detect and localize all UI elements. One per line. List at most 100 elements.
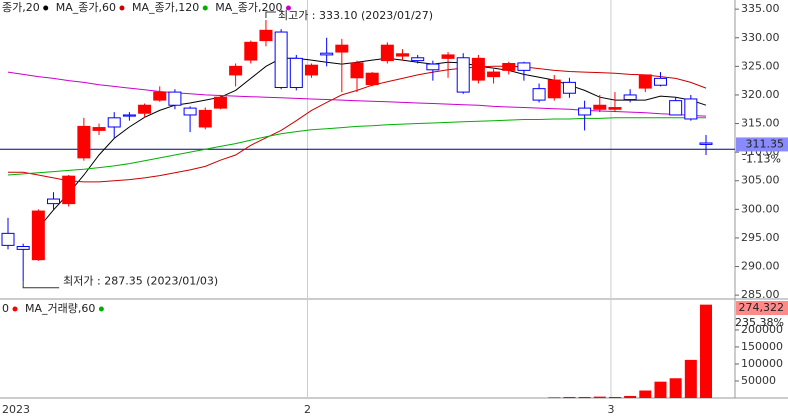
y-tick-label: 320.00 <box>741 88 780 101</box>
candle-body <box>380 44 394 62</box>
candle-body <box>653 77 667 86</box>
candle-body <box>365 72 379 86</box>
candle-body <box>684 98 698 120</box>
last-price-badge <box>736 137 788 152</box>
volume-bar <box>624 395 637 398</box>
x-tick-label: 2023 <box>2 403 30 416</box>
legend-dot <box>202 5 208 11</box>
legend-label: MA_종가,200 <box>215 1 282 14</box>
legend-label: MA_종가,60 <box>56 1 116 14</box>
annotation: 최고가 : 333.10 (2023/01/27) <box>278 9 433 22</box>
volume-bar <box>700 304 712 398</box>
volume-bar <box>669 378 682 398</box>
y-tick-label: 325.00 <box>741 59 780 72</box>
y-tick-label: 305.00 <box>741 174 780 187</box>
y-tick-label: 295.00 <box>741 231 780 244</box>
candle-body <box>335 44 349 53</box>
candle-body <box>198 109 212 128</box>
y-tick-label: 200000 <box>741 323 783 336</box>
price-change: -1.13% <box>742 152 781 165</box>
candle-body <box>77 125 91 159</box>
candle-body <box>487 71 501 78</box>
candle-body <box>441 54 455 59</box>
volume-bar <box>578 396 591 398</box>
legend-dot <box>43 5 49 11</box>
legend-dot <box>98 306 104 312</box>
candle-body <box>320 52 334 56</box>
candle-body <box>350 62 364 79</box>
annotation: 최저가 : 287.35 (2023/01/03) <box>63 275 218 288</box>
candle-body <box>16 246 30 250</box>
candle-body <box>168 91 182 106</box>
candle-body <box>62 175 76 205</box>
candle-body <box>532 88 546 101</box>
candle-body <box>593 104 607 110</box>
candle-body <box>1 232 15 246</box>
legend-label: 종가,20 <box>2 1 40 14</box>
candle-body <box>578 107 592 116</box>
y-tick-label: 50000 <box>741 374 776 387</box>
volume-bar <box>654 381 667 398</box>
candle-body <box>213 96 227 109</box>
annotation-line <box>265 11 276 19</box>
candle-body <box>669 100 683 116</box>
candle-body <box>456 57 470 93</box>
candle-body <box>411 57 425 62</box>
candle-body <box>107 117 121 128</box>
volume-bar <box>593 396 606 398</box>
candle-body <box>274 31 288 89</box>
legend-label: 0 <box>2 302 9 315</box>
y-tick-label: 335.00 <box>741 2 780 15</box>
candle-body <box>259 29 273 42</box>
candle-body <box>304 64 318 76</box>
candle-body <box>547 79 561 99</box>
y-tick-label: 150000 <box>741 340 783 353</box>
y-tick-label: 300.00 <box>741 202 780 215</box>
y-tick-label: 315.00 <box>741 117 780 130</box>
legend-dot <box>285 5 291 11</box>
volume-bar <box>563 396 576 398</box>
candle-body <box>562 81 576 94</box>
candle-body <box>31 210 45 261</box>
candle-body <box>47 198 61 205</box>
candle-body <box>426 63 440 71</box>
candle-body <box>289 57 303 89</box>
y-tick-label: 285.00 <box>741 288 780 301</box>
candle-body <box>122 114 136 117</box>
candle-body <box>183 107 197 116</box>
x-tick-label: 2 <box>304 403 311 416</box>
last-volume-badge <box>736 301 788 315</box>
annotation-line <box>22 281 60 289</box>
volume-bar <box>639 390 652 398</box>
last-volume: 274,322 <box>739 301 785 314</box>
candle-body <box>396 53 410 57</box>
candle-body <box>138 104 152 114</box>
volume-bar <box>608 396 621 398</box>
candle-body <box>153 91 167 101</box>
volume-change: 235.38% <box>735 316 784 329</box>
candle-body <box>517 62 531 71</box>
candle-body <box>623 94 637 101</box>
legend-label: MA_거래량,60 <box>25 302 95 315</box>
volume-bar <box>548 397 561 398</box>
x-tick-label: 3 <box>607 403 614 416</box>
ma-line <box>37 57 707 229</box>
candle-body <box>502 62 516 71</box>
y-tick-label: 290.00 <box>741 260 780 273</box>
candle-body <box>229 65 243 76</box>
y-tick-label: 330.00 <box>741 31 780 44</box>
legend-dot <box>119 5 125 11</box>
candle-body <box>699 142 713 145</box>
last-price: 311.35 <box>746 137 785 150</box>
candle-body <box>608 107 622 110</box>
candle-body <box>638 74 652 89</box>
candle-body <box>471 57 485 81</box>
volume-bar <box>684 359 697 398</box>
legend-label: MA_종가,120 <box>132 1 199 14</box>
legend-dot <box>12 306 18 312</box>
candle-body <box>92 127 106 131</box>
ma-line <box>7 117 706 176</box>
y-tick-label: 100000 <box>741 357 783 370</box>
